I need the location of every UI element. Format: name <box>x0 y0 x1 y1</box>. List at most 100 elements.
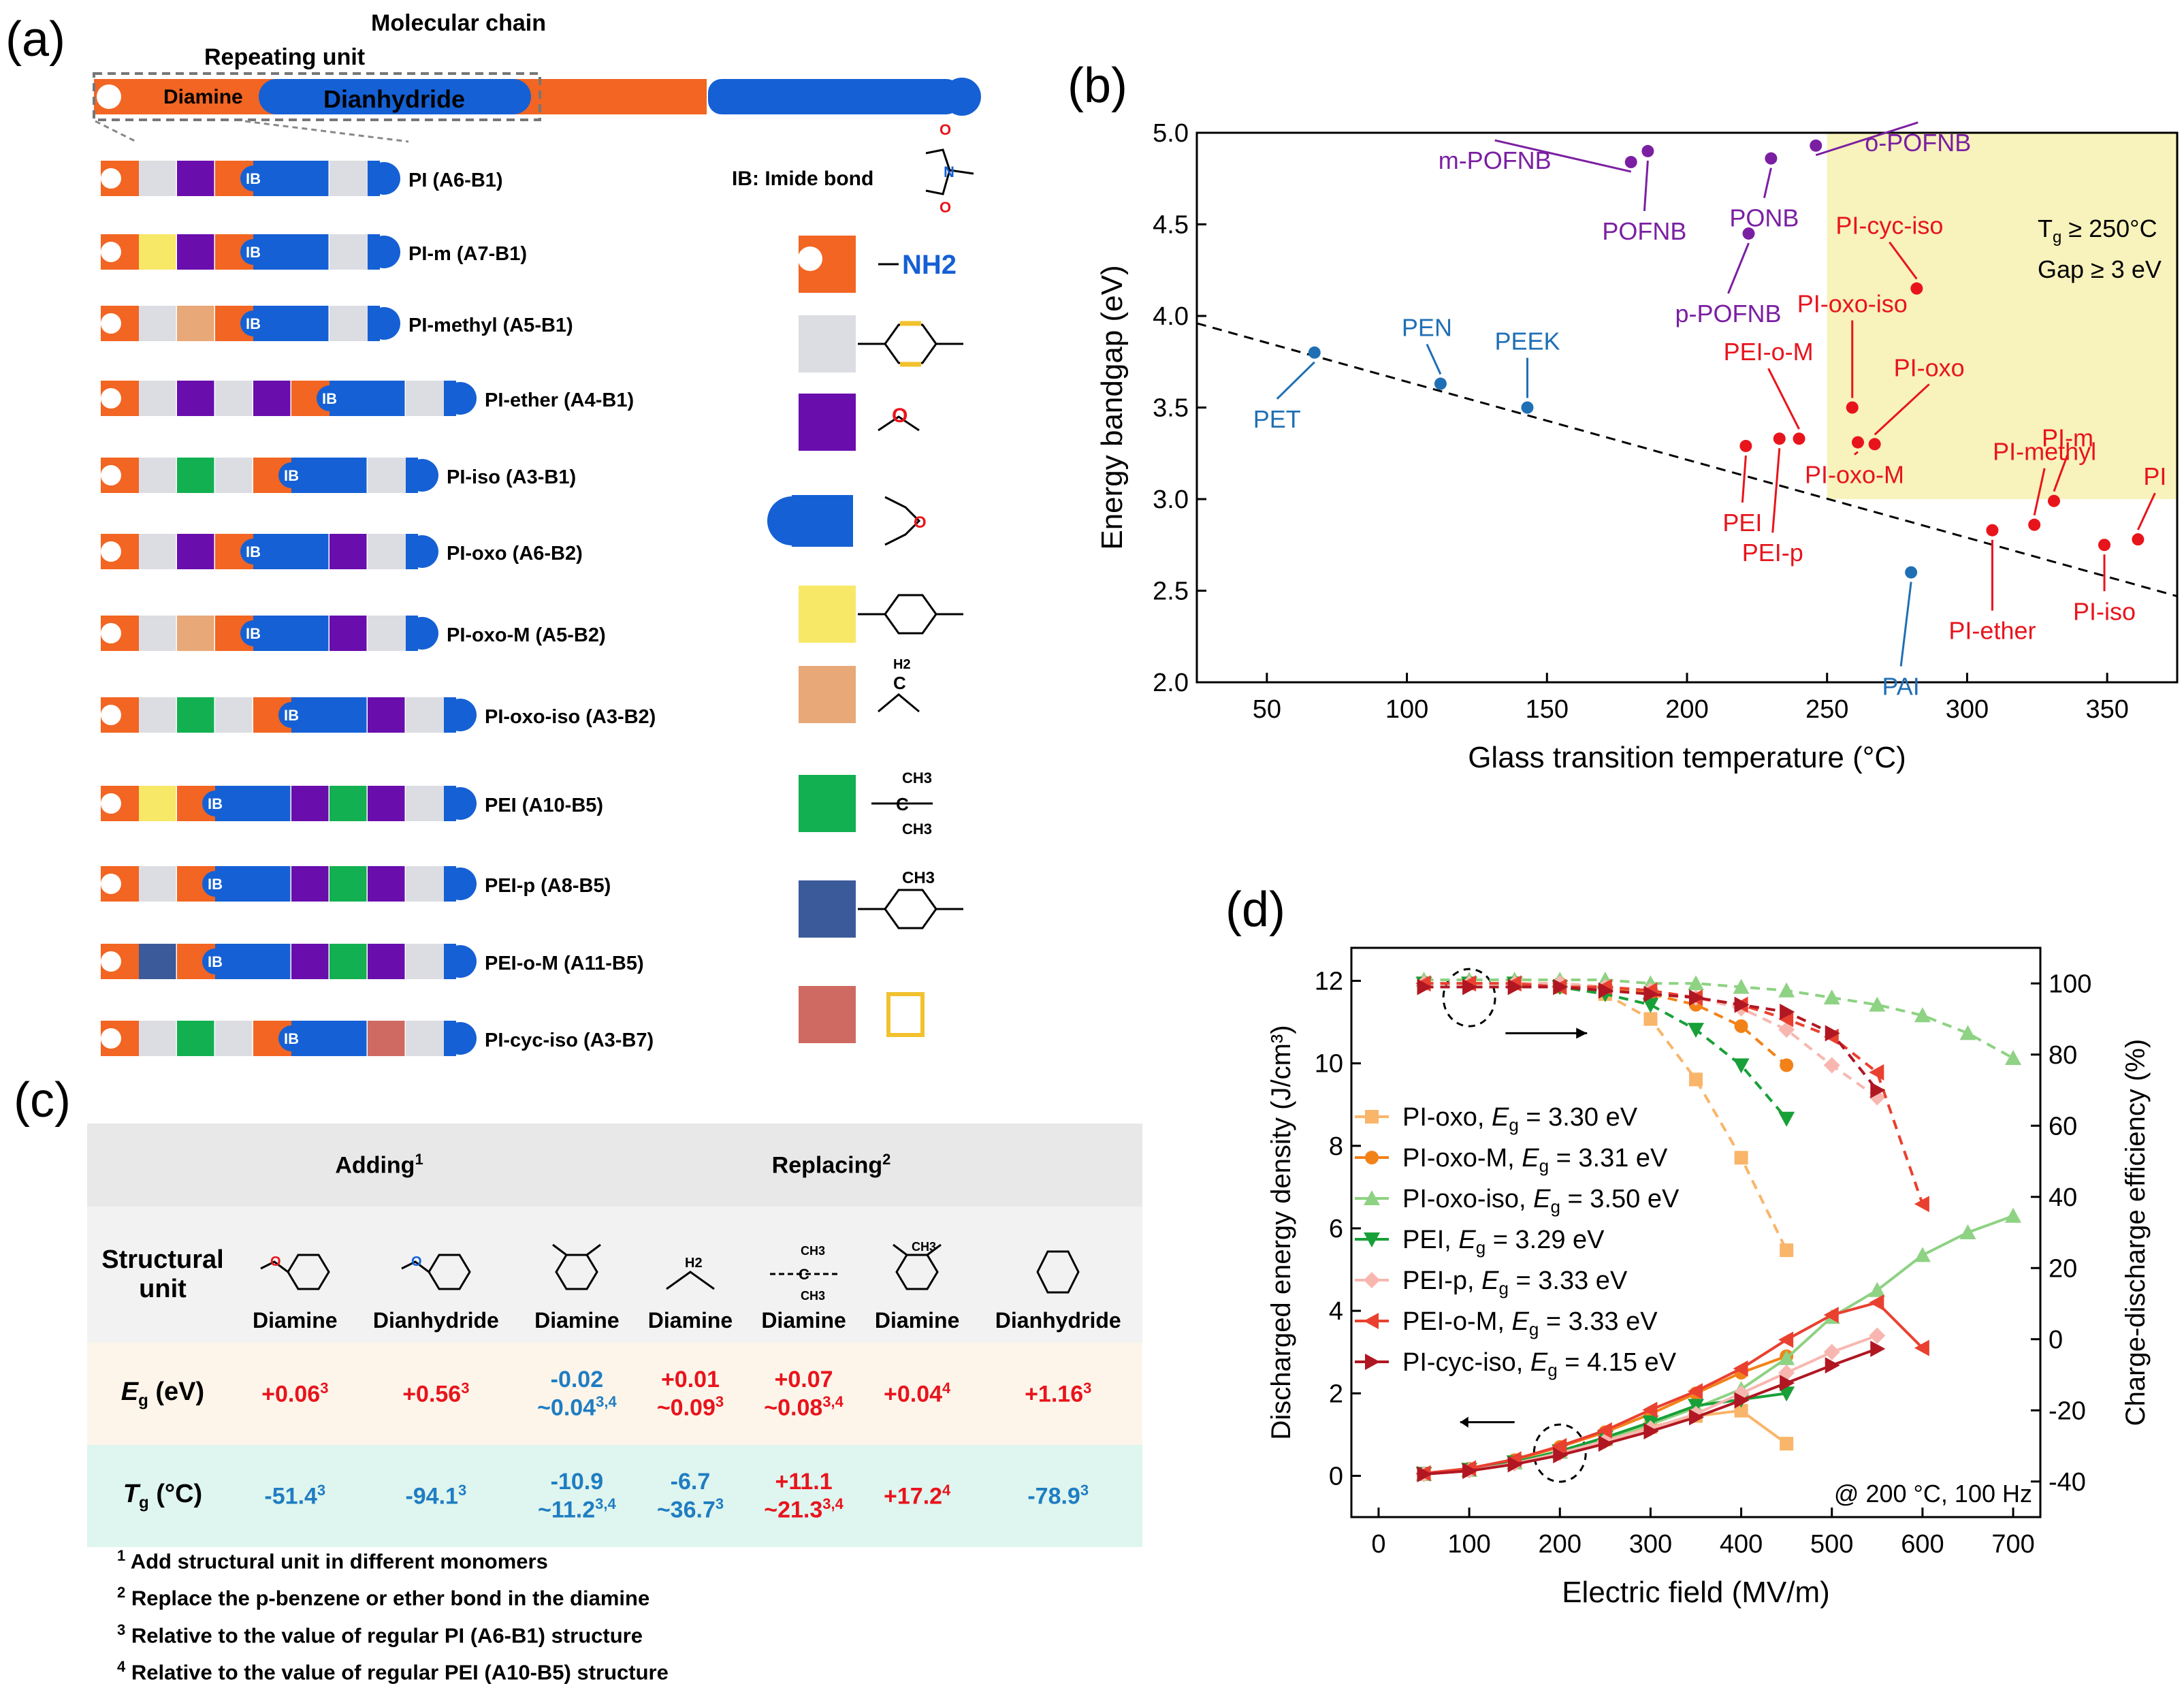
marker-tri-right <box>1507 978 1523 996</box>
point-label: PEN <box>1402 314 1452 342</box>
eg-value: +0.01 <box>660 1366 720 1392</box>
energy-group-ellipse <box>1532 1423 1587 1483</box>
legend-e-symbol: E <box>1533 1185 1551 1213</box>
ib-circle <box>278 1025 304 1051</box>
legend-e-symbol: E <box>1530 1348 1548 1377</box>
marker-triangle <box>1778 1350 1795 1365</box>
legend-e-symbol: E <box>1522 1144 1539 1173</box>
legend-series-name: PI-oxo-M, <box>1402 1144 1522 1173</box>
eg-value: +1.16 <box>1025 1381 1084 1407</box>
y-tick-label-right: 0 <box>2049 1326 2063 1354</box>
marker-circle <box>1734 1019 1748 1033</box>
marker-triangle <box>1778 982 1795 998</box>
unit-cell-blue <box>291 161 330 196</box>
legend-series-name: PI-oxo, <box>1402 1103 1492 1132</box>
tg-value: -78.9 <box>1027 1483 1080 1510</box>
bond-line <box>552 1243 568 1256</box>
table-notes: 1 Add structural unit in different monom… <box>117 1540 669 1688</box>
point-label: PEI <box>1722 509 1762 537</box>
unit-row: IB PI-cyc-iso (A3-B7) <box>101 1021 654 1056</box>
marker-tri-right <box>1825 1025 1840 1042</box>
diamine-hook <box>101 793 121 814</box>
eg-row-label: Eg (eV) <box>87 1343 238 1445</box>
region-text-line2: Gap ≥ 3 eV <box>2038 255 2162 283</box>
structure-glyph: CH3 <box>893 1241 942 1290</box>
marker-square <box>1643 1012 1658 1026</box>
efficiency-line <box>1424 985 1878 1092</box>
unit-cell-gray <box>139 697 177 733</box>
marker-tri-right <box>1825 1357 1840 1374</box>
legend-label: PI-oxo, Eg = 3.30 eV <box>1402 1103 1638 1135</box>
point-label: PAI <box>1882 673 1919 701</box>
dianhydride-cap <box>406 459 438 492</box>
data-point <box>1308 346 1321 359</box>
unit-cell-gray <box>368 534 406 569</box>
legend-series-name: PEI-o-M, <box>1402 1307 1511 1336</box>
c-label: C <box>799 1266 809 1283</box>
structural-unit-cell: O Diamine <box>238 1207 352 1343</box>
unit-cell-purple <box>177 381 215 416</box>
legend-e-sub: g <box>1551 1196 1560 1217</box>
unit-cell-green <box>330 786 368 821</box>
condition-note: @ 200 °C, 100 Hz <box>1834 1480 2032 1508</box>
dianhydride-cap <box>368 162 400 195</box>
anhydride-o: O <box>914 513 927 532</box>
legend-e-sub: g <box>1499 1278 1509 1299</box>
tg-value-range: ~36.7 <box>656 1497 716 1523</box>
legend-item: O <box>799 394 920 451</box>
eg-value-cell: +0.044 <box>860 1343 974 1445</box>
y-tick-label-right: 80 <box>2049 1041 2077 1070</box>
y-tick-label-left: 8 <box>1329 1132 1343 1161</box>
legend-label: PEI, Eg = 3.29 eV <box>1402 1226 1605 1258</box>
diamine-hook <box>101 705 121 725</box>
marker-tri-left <box>1642 1401 1658 1418</box>
unit-cell-purple <box>177 234 215 270</box>
legend-item <box>799 315 963 372</box>
unit-cell-purple <box>291 944 330 979</box>
table-note: 3 Relative to the value of regular PI (A… <box>117 1614 669 1651</box>
tg-value-range: ~11.2 <box>538 1497 596 1523</box>
structural-unit-column-label: Dianhydride <box>995 1308 1121 1333</box>
footnote-ref: 3 <box>457 1482 467 1499</box>
point-label: PET <box>1253 405 1301 433</box>
marker-tri-right <box>1417 1465 1432 1482</box>
marker-triangle <box>1914 1007 1931 1023</box>
chain-start-hook <box>97 84 121 109</box>
efficiency-group-ellipse <box>1442 968 1496 1028</box>
footnote-ref: 3 <box>317 1482 326 1499</box>
tg-value-cell: -94.13 <box>351 1445 521 1547</box>
x-tick-label: 100 <box>1447 1530 1490 1559</box>
eg-value: +0.06 <box>261 1381 321 1407</box>
tg-value-cell: -51.43 <box>238 1445 352 1547</box>
eg-value-cell: +0.563 <box>351 1343 521 1445</box>
tg-value: -6.7 <box>670 1468 711 1495</box>
arrowhead-left <box>1460 1416 1468 1428</box>
y-tick-label-right: -40 <box>2049 1468 2086 1497</box>
legend-e-symbol: E <box>1511 1307 1529 1336</box>
point-label: PONB <box>1729 204 1799 232</box>
marker-tri-right <box>1734 996 1750 1013</box>
legend-e-symbol: E <box>1492 1103 1509 1132</box>
unit-cell-gray <box>406 866 444 902</box>
marker-tri-right <box>1598 982 1613 999</box>
y-tick-label-left: 6 <box>1329 1215 1343 1243</box>
row-name: PI (A6-B1) <box>408 170 503 191</box>
x-tick-label: 50 <box>1253 695 1281 724</box>
zoom-line-right <box>244 120 409 143</box>
unit-row: IB PI-ether (A4-B1) <box>101 381 634 416</box>
marker-tri-right <box>1780 1004 1795 1021</box>
unit-cell-gray <box>406 1021 444 1056</box>
marker-triangle <box>1959 1224 1976 1239</box>
y-axis-title-right: Charge-discharge efficiency (%) <box>2121 1039 2151 1426</box>
row-name: PEI (A10-B5) <box>485 795 603 816</box>
structure-glyph: O <box>401 1254 472 1290</box>
data-point <box>1810 139 1822 152</box>
replacing-sup: 2 <box>882 1151 891 1168</box>
point-arrow <box>1727 242 1750 294</box>
structural-unit-column-label: Dianhydride <box>372 1308 499 1333</box>
table-note: 1 Add structural unit in different monom… <box>117 1540 669 1577</box>
footnote-ref: 3 <box>1083 1380 1092 1397</box>
eg-value-cell: +0.01 ~0.093 <box>633 1343 748 1445</box>
marker-triangle <box>1869 996 1886 1012</box>
unit-cell-purple <box>330 616 368 651</box>
